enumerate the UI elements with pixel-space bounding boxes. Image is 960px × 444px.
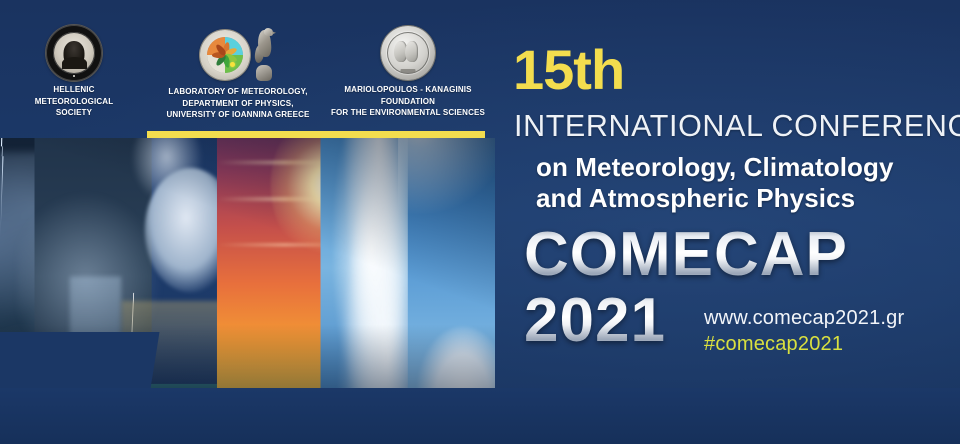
organizer-caption-line: MARIOLOPOULOS - KANAGINIS	[344, 85, 472, 94]
organizer-caption-line: FOR THE ENVIRONMENTAL SCIENCES	[331, 108, 485, 117]
organizer-caption-line: LABORATORY OF METEOROLOGY,	[168, 87, 308, 96]
conference-topic-line-1: on Meteorology, Climatology	[536, 152, 894, 182]
collage-panel-blue-sky	[390, 138, 495, 390]
eagle-statue-icon	[253, 28, 276, 81]
weather-photo-collage	[0, 138, 495, 390]
organizer-logo-mariolopoulos-kanaginis-foundation[interactable]: MARIOLOPOULOS - KANAGINIS FOUNDATION FOR…	[318, 22, 498, 119]
organizer-caption-line: SOCIETY	[55, 108, 93, 117]
laboratory-of-meteorology-seal-icon	[200, 30, 250, 80]
organizer-caption-line: DEPARTMENT OF PHYSICS,	[182, 98, 294, 108]
organizer-caption-line: UNIVERSITY OF IOANNINA GREECE	[166, 110, 310, 119]
organizer-caption-line: HELLENIC	[53, 85, 95, 94]
organizer-caption-line: FOUNDATION	[380, 96, 436, 106]
seal-wrapper	[18, 22, 130, 84]
hellenic-meteorological-society-seal-icon	[46, 25, 102, 81]
mariolopoulos-kanaginis-foundation-seal-icon	[381, 26, 435, 80]
conference-website-url[interactable]: www.comecap2021.gr	[704, 307, 905, 329]
organizer-logo-row: HELLENIC METEOROLOGICAL SOCIETY	[0, 0, 500, 131]
bottom-navy-band	[0, 388, 960, 444]
comecap-wordmark: COMECAP	[524, 220, 848, 289]
conference-topic-lines: on Meteorology, Climatology and Atmosphe…	[536, 152, 894, 214]
conference-ordinal: 15th	[513, 38, 625, 101]
yellow-divider-rule	[147, 131, 485, 138]
collage-bottom-wedge	[0, 332, 160, 390]
organizer-logo-laboratory-of-meteorology[interactable]: LABORATORY OF METEOROLOGY, DEPARTMENT OF…	[143, 24, 333, 121]
comecap-year: 2021	[524, 286, 666, 355]
seal-wrapper	[318, 22, 498, 84]
conference-type-line: INTERNATIONAL CONFERENCE	[514, 109, 960, 143]
organizer-caption-line: METEOROLOGICAL	[34, 96, 114, 106]
conference-topic-line-2: and Atmospheric Physics	[536, 183, 856, 213]
conference-hashtag[interactable]: #comecap2021	[704, 333, 844, 355]
organizer-logo-hellenic-meteorological-society[interactable]: HELLENIC METEOROLOGICAL SOCIETY	[18, 22, 130, 119]
seal-wrapper	[143, 24, 333, 86]
conference-title-block: 15th INTERNATIONAL CONFERENCE on Meteoro…	[508, 0, 960, 444]
